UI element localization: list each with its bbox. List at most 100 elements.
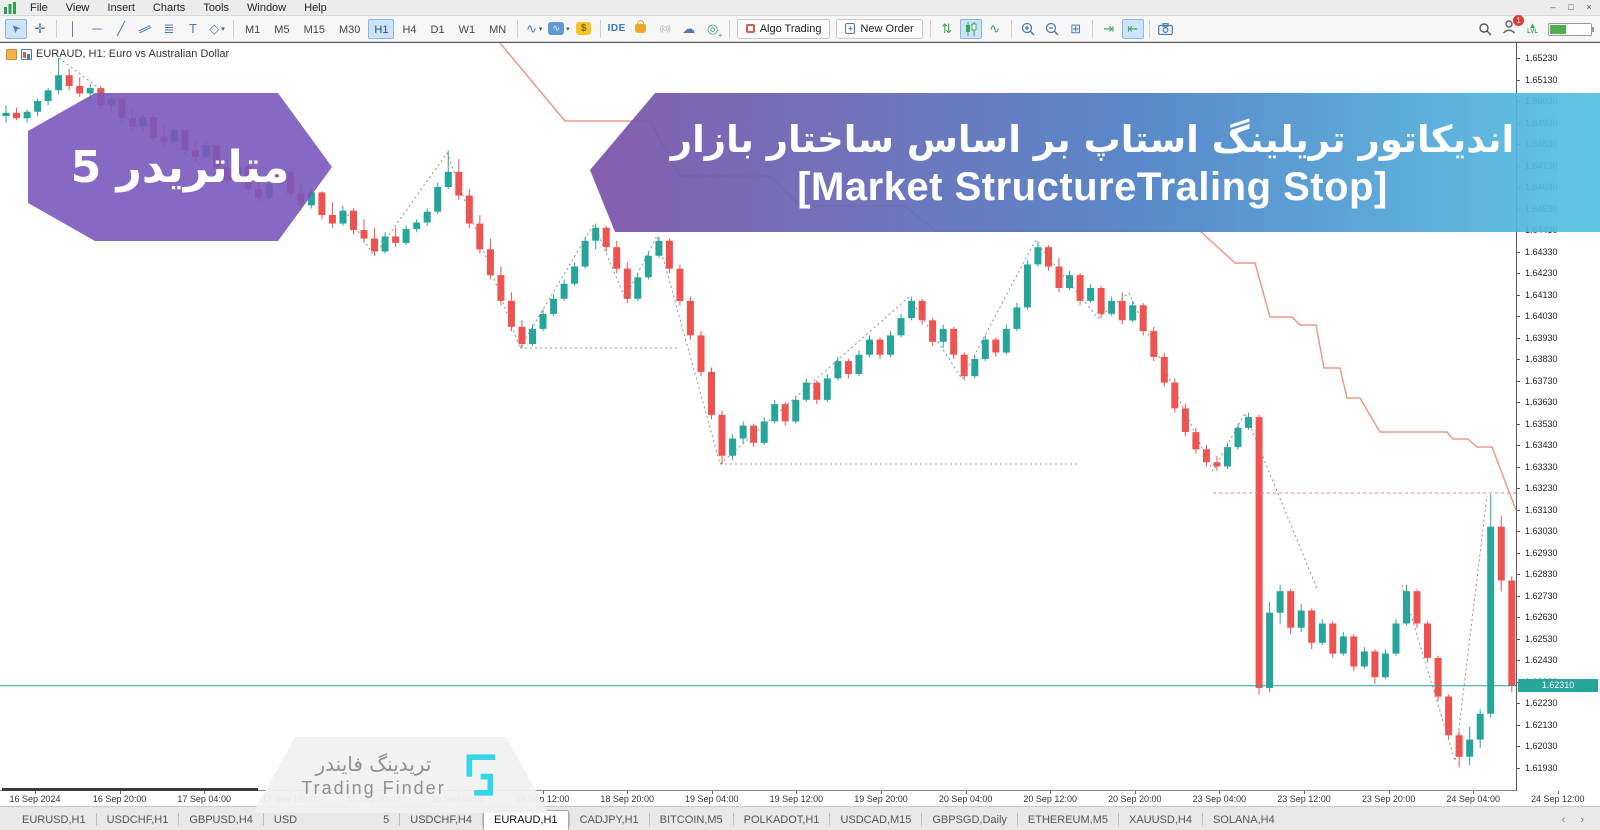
timeframe-mn[interactable]: MN xyxy=(489,23,507,36)
tab-polkadot-h1[interactable]: POLKADOT,H1 xyxy=(743,814,820,826)
price-tick xyxy=(1517,767,1520,769)
menu-window[interactable]: Window xyxy=(247,1,287,14)
time-label: 18 Sep 20:00 xyxy=(600,794,654,804)
toolbar-separator xyxy=(233,19,234,38)
timeframe-m30[interactable]: M30 xyxy=(338,23,361,36)
timeframe-m15[interactable]: M15 xyxy=(303,23,325,36)
shapes-tool[interactable]: ◇ ▾ xyxy=(209,20,225,36)
horizontal-line-tool[interactable]: ─ xyxy=(92,21,102,36)
timeframe-m1[interactable]: M1 xyxy=(245,23,261,36)
tab-separator xyxy=(481,813,483,826)
shift-end-icon[interactable]: ⇥ xyxy=(1103,20,1115,36)
channel-tool[interactable]: ∥ xyxy=(137,22,154,35)
trade-levels-icon[interactable]: ⇅ xyxy=(941,20,953,36)
tab-usd[interactable]: USD xyxy=(273,814,298,826)
time-tick xyxy=(965,791,967,794)
price-tick xyxy=(1517,724,1520,726)
menu-charts[interactable]: Charts xyxy=(152,1,186,14)
crosshair-tool[interactable]: ✛ xyxy=(34,20,46,36)
title-banner: اندیکاتور تریلینگ استاپ بر اساس ساختار ب… xyxy=(590,93,1600,232)
time-tick xyxy=(881,791,882,794)
price-label: 1.63130 xyxy=(1525,504,1558,515)
timeframe-w1[interactable]: W1 xyxy=(458,23,476,36)
menu-insert[interactable]: Insert xyxy=(107,1,135,14)
price-tick xyxy=(1517,79,1520,81)
tab-5[interactable]: 5 xyxy=(383,814,390,826)
trendline-tool[interactable]: ╱ xyxy=(117,20,125,36)
zoom-out[interactable] xyxy=(1041,19,1063,39)
tab-gbpusd-h4[interactable]: GBPUSD,H4 xyxy=(189,814,253,826)
tab-cadjpy-h1[interactable]: CADJPY,H1 xyxy=(579,814,639,826)
restore-button[interactable]: □ xyxy=(1568,2,1574,12)
notifications-icon[interactable]: 1 xyxy=(1502,14,1525,39)
chart-type-tool[interactable]: ∿ ▾ xyxy=(525,20,543,36)
price-label: 1.62630 xyxy=(1525,612,1558,622)
close-button[interactable]: × xyxy=(1586,2,1592,12)
price-label: 1.62530 xyxy=(1525,633,1558,644)
time-tick xyxy=(711,791,713,794)
tile-windows[interactable]: ⊞ xyxy=(1070,20,1082,36)
menu-tools[interactable]: Tools xyxy=(203,1,229,14)
line-mode[interactable]: ∿ xyxy=(989,20,1001,36)
algo-trading-button[interactable]: Algo Trading xyxy=(736,18,831,39)
menu-file[interactable]: File xyxy=(30,1,48,14)
one-click-trading-icon[interactable] xyxy=(6,48,17,60)
ide-button[interactable]: IDE xyxy=(607,23,626,34)
time-tick xyxy=(796,791,798,794)
quotes-tool[interactable]: $ xyxy=(573,19,595,39)
price-label: 1.63330 xyxy=(1525,461,1558,472)
tab-usdchf-h1[interactable]: USDCHF,H1 xyxy=(106,814,169,826)
price-label: 1.62430 xyxy=(1525,655,1558,665)
price-tick xyxy=(1517,509,1520,511)
minimize-button[interactable]: – xyxy=(1550,2,1556,12)
tab-separator xyxy=(178,813,180,826)
time-label: 23 Sep 12:00 xyxy=(1277,794,1331,804)
horizontal-scrollbar-thumb[interactable] xyxy=(2,788,258,791)
chart-header: EURAUD, H1: Euro vs Australian Dollar xyxy=(6,48,229,60)
toolbar-separator xyxy=(1148,19,1150,38)
tab-ethereum-m5[interactable]: ETHEREUM,M5 xyxy=(1027,814,1108,826)
timeframe-h1[interactable]: H1 xyxy=(368,18,395,39)
time-label: 24 Sep 04:00 xyxy=(1446,794,1500,804)
tab-separator xyxy=(1016,813,1018,826)
auto-scroll-icon[interactable]: ⇤ xyxy=(1121,18,1144,39)
tab-solana-h4[interactable]: SOLANA,H4 xyxy=(1212,814,1275,826)
new-order-button[interactable]: + New Order xyxy=(836,18,923,39)
menu-view[interactable]: View xyxy=(65,1,90,14)
tab-usdchf-h4[interactable]: USDCHF,H4 xyxy=(410,814,472,826)
timeframe-m5[interactable]: M5 xyxy=(274,23,290,36)
cursor-tool[interactable]: ➤ xyxy=(5,18,27,39)
tab-usdcad-m15[interactable]: USDCAD,M15 xyxy=(840,814,912,826)
tab-euraud-h1[interactable]: EURAUD,H1 xyxy=(482,810,569,830)
vertical-line-tool[interactable]: │ xyxy=(68,21,78,36)
tab-gbpsgd-daily[interactable]: GBPSGD,Daily xyxy=(932,814,1007,826)
tab-xauusd-h4[interactable]: XAUUSD,H4 xyxy=(1128,814,1192,826)
copy-trading-icon[interactable]: ◎ xyxy=(702,19,724,40)
timeframe-h4[interactable]: H4 xyxy=(402,23,417,36)
tab-separator xyxy=(95,813,97,826)
chart-tabs-bar: EURUSD,H1 USDCHF,H1 GBPUSD,H4 USD 5 USDCHF,H4… xyxy=(0,806,1600,830)
tab-bitcoin-m5[interactable]: BITCOIN,M5 xyxy=(659,814,723,826)
candlestick-chart[interactable] xyxy=(0,43,1517,791)
lvl-icon[interactable]: ▲ LVL xyxy=(1527,21,1538,36)
search-icon[interactable] xyxy=(1478,22,1492,36)
menu-bar: File View Insert Charts Tools Window Help xyxy=(21,0,336,16)
cloud-icon[interactable]: ☁ xyxy=(682,20,696,36)
time-label: 19 Sep 04:00 xyxy=(685,794,739,804)
equidistant-channel-tool[interactable]: ≣ xyxy=(163,20,175,36)
text-tool[interactable]: T xyxy=(189,21,197,36)
screenshot-icon[interactable] xyxy=(1155,19,1177,39)
indicators-tool[interactable]: ∿ ▾ xyxy=(547,19,571,39)
tab-nav-arrows[interactable]: ‹ › xyxy=(1561,814,1590,826)
market-icon[interactable] xyxy=(630,19,652,39)
timeframe-d1[interactable]: D1 xyxy=(430,23,445,36)
time-tick xyxy=(1050,791,1052,794)
signals-icon[interactable]: ((o)) xyxy=(659,24,671,33)
price-label: 1.62930 xyxy=(1525,547,1558,558)
zoom-in[interactable] xyxy=(1017,19,1039,39)
tab-eurusd-h1[interactable]: EURUSD,H1 xyxy=(22,814,86,826)
price-label: 1.64330 xyxy=(1525,246,1558,257)
menu-help[interactable]: Help xyxy=(304,1,327,14)
candlestick-mode[interactable] xyxy=(959,18,982,39)
